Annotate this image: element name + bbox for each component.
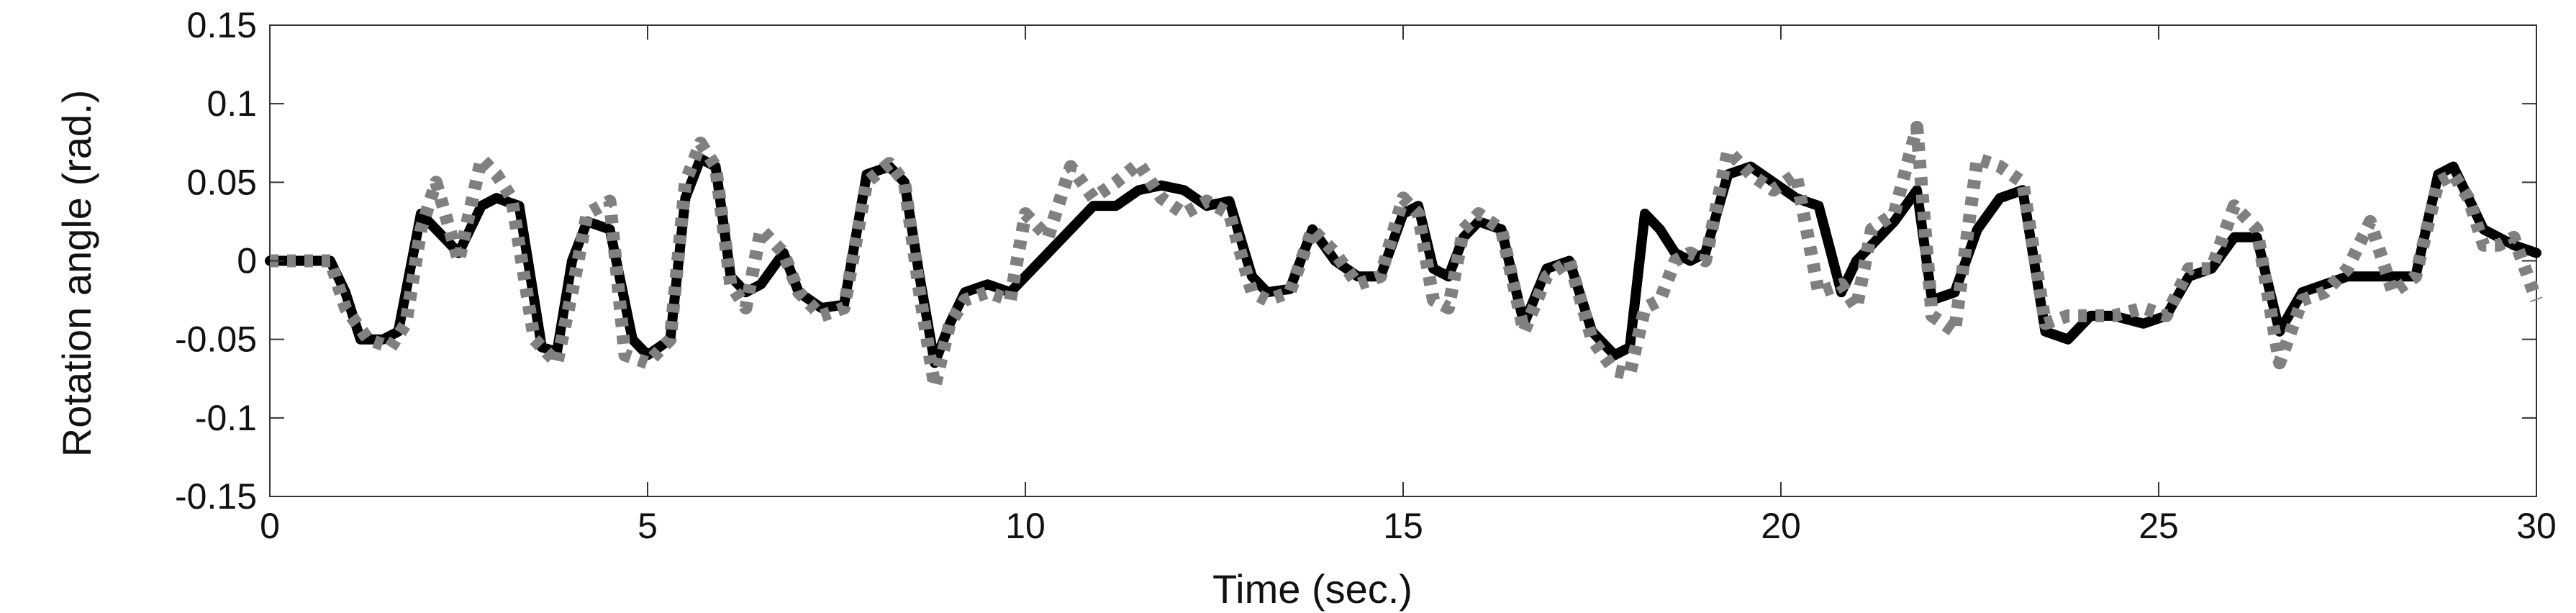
x-tick-label: 25: [2139, 506, 2179, 546]
y-tick-label: 0.1: [207, 83, 257, 124]
y-tick-label: 0.05: [187, 162, 257, 202]
x-tick-label: 5: [638, 506, 658, 546]
y-tick-label: 0: [237, 241, 257, 281]
x-tick-label: 20: [1761, 506, 1801, 546]
y-tick-label: -0.15: [175, 476, 257, 517]
x-tick-label: 30: [2516, 506, 2557, 546]
y-tick-label: 0.15: [187, 5, 257, 45]
x-tick-label: 10: [1005, 506, 1046, 546]
x-tick-label: 0: [260, 506, 280, 546]
y-tick-label: -0.05: [175, 319, 257, 360]
x-tick-label: 15: [1383, 506, 1423, 546]
x-axis-label: Time (sec.): [1212, 566, 1412, 612]
plot-area-frame: [269, 24, 2537, 497]
axis-layer: 0 5 10 15 20 25 30 -0.15 -0.1 -0.05 0 0.05 0.1 0.15: [175, 5, 2557, 546]
series-line-2: [270, 120, 2543, 394]
y-axis-label: Rotation angle (rad.): [54, 90, 99, 458]
plot-layer: [269, 24, 2537, 497]
y-tick-label: -0.1: [195, 398, 257, 438]
series-layer: [265, 120, 2543, 394]
